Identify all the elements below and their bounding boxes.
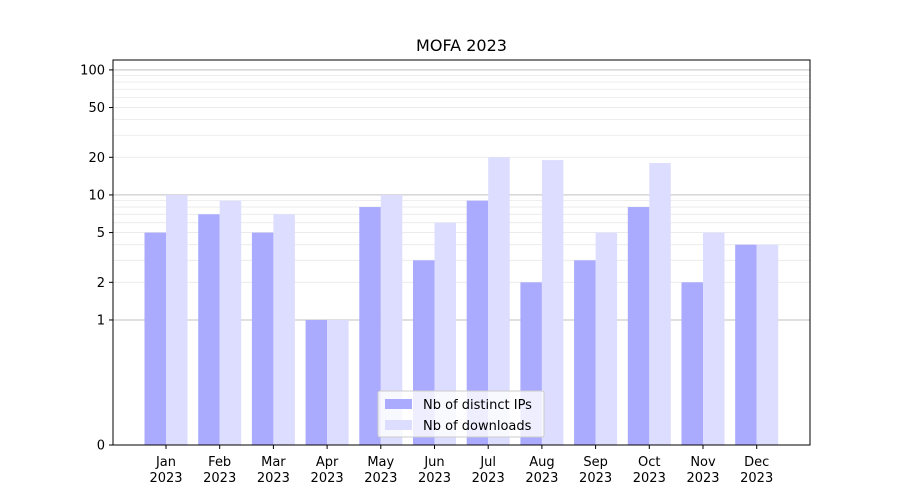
bar-distinct-ips-apr [305,319,328,445]
x-tick-label-month: Jul [479,455,496,470]
y-tick-label: 20 [88,151,105,166]
legend-swatch-distinct-ips [385,399,412,409]
bar-distinct-ips-dec [735,244,757,445]
x-tick-label-month: Jan [155,455,176,470]
x-tick-label-year: 2023 [472,471,505,486]
chart-title: MOFA 2023 [416,36,507,55]
y-axis-ticks: 0 1 2 5 10 20 50 100 [80,63,113,454]
bar-downloads-jul [488,157,510,445]
x-tick-label-year: 2023 [364,471,397,486]
bar-downloads-oct [649,163,671,445]
x-tick-label-year: 2023 [257,471,290,486]
bar-downloads-dec [756,244,779,445]
x-tick-label-year: 2023 [418,471,451,486]
y-tick-label: 100 [80,63,105,78]
x-tick-label-month: Jun [423,455,444,470]
bar-distinct-ips-jan [144,232,166,445]
bar-distinct-ips-mar [251,232,274,445]
x-tick-label-year: 2023 [149,471,182,486]
bar-downloads-apr [327,319,349,445]
legend-label-downloads: Nb of downloads [423,419,532,434]
bar-distinct-ips-may [359,207,381,445]
x-axis-ticks: Jan2023Feb2023Mar2023Apr2023May2023Jun20… [149,445,773,486]
y-tick-label: 0 [97,439,105,454]
x-tick-label-year: 2023 [525,471,558,486]
x-tick-label-month: Nov [690,455,716,470]
bar-distinct-ips-jul [466,200,489,445]
bar-distinct-ips-sep [574,260,596,445]
x-tick-label-year: 2023 [633,471,666,486]
bar-downloads-sep [595,232,618,445]
x-tick-label-year: 2023 [311,471,344,486]
x-tick-label-month: Dec [744,455,769,470]
bar-downloads-jun [434,222,456,445]
x-tick-label-month: Aug [529,455,554,470]
bar-distinct-ips-feb [198,214,220,445]
x-tick-label-year: 2023 [686,471,719,486]
y-tick-label: 5 [97,226,105,241]
bar-downloads-jan [166,194,188,445]
x-tick-label-month: Mar [261,455,286,470]
legend-box [377,390,545,438]
legend-label-distinct-ips: Nb of distinct IPs [423,398,532,413]
bar-downloads-aug [541,160,564,445]
x-tick-label-year: 2023 [579,471,612,486]
x-tick-label-month: Oct [638,455,660,470]
x-tick-label-year: 2023 [203,471,236,486]
bar-downloads-feb [219,200,242,445]
bar-downloads-may [380,194,403,445]
x-tick-label-month: May [367,455,394,470]
bar-downloads-mar [273,214,295,445]
bar-downloads-nov [703,232,725,445]
x-tick-label-month: Sep [583,455,608,470]
y-tick-label: 10 [88,188,105,203]
y-tick-label: 50 [88,101,105,116]
x-tick-label-year: 2023 [740,471,773,486]
bar-distinct-ips-oct [627,207,650,445]
plot-frame [112,59,811,446]
legend: Nb of distinct IPs Nb of downloads [377,390,545,438]
y-tick-label: 1 [97,313,105,328]
bar-distinct-ips-nov [681,282,703,445]
x-tick-label-month: Apr [316,455,339,470]
y-tick-label: 2 [97,276,105,291]
legend-swatch-downloads [385,420,412,430]
x-tick-label-month: Feb [208,455,231,470]
